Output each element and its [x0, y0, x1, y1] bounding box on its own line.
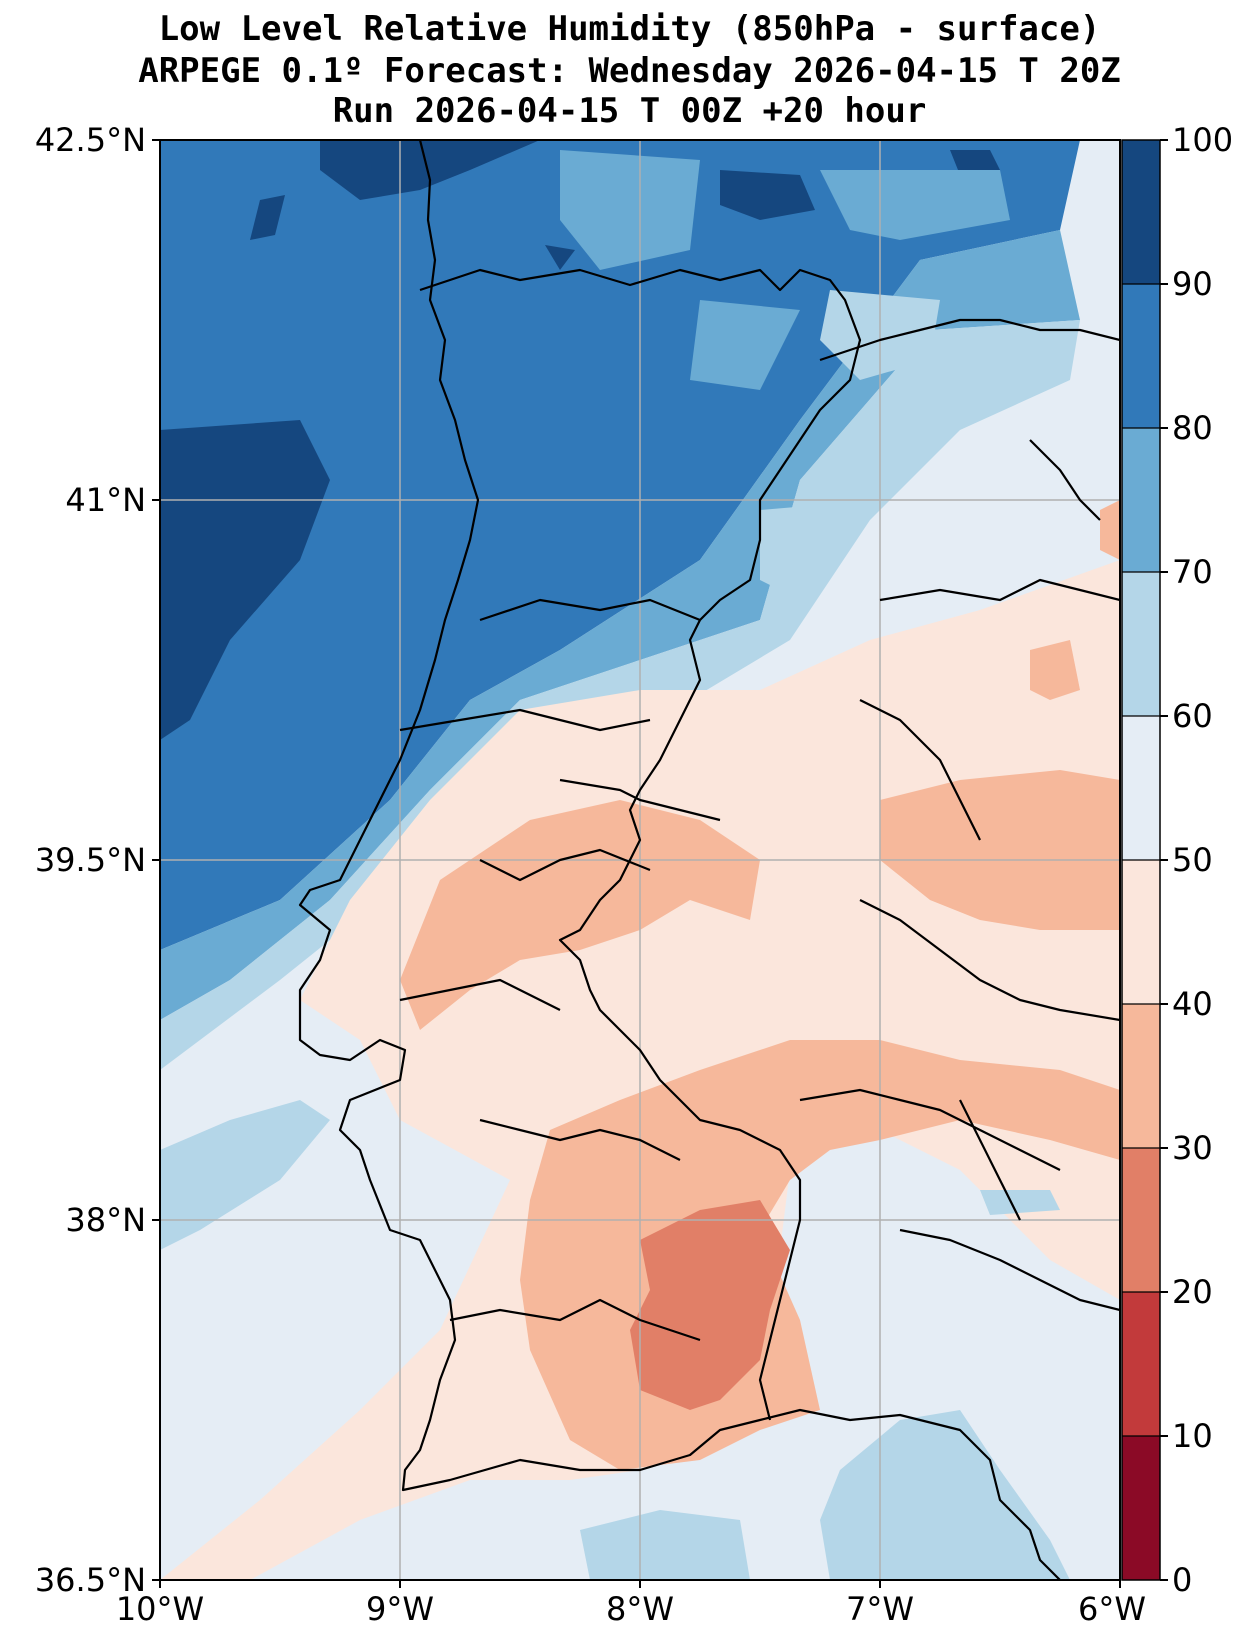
lat-label-39-5: 39.5°N: [35, 841, 146, 879]
rh-20-30-core: [630, 1200, 790, 1410]
axis-ticks: [152, 139, 1121, 1588]
title-line-3: Run 2026-04-15 T 00Z +20 hour: [332, 91, 927, 131]
colorbar-tick-label: 70: [1172, 553, 1213, 591]
lon-label-8w: 8°W: [606, 1590, 674, 1628]
map-plot-area: [160, 140, 1120, 1580]
lat-label-36-5: 36.5°N: [35, 1561, 146, 1599]
colorbar-segment: [1122, 1148, 1160, 1293]
rh-70-80-band: [160, 230, 1080, 1020]
colorbar-tick-label: 30: [1172, 1129, 1213, 1167]
colorbar-segment: [1122, 1004, 1160, 1149]
colorbar-segment: [1122, 1436, 1160, 1581]
colorbar-segment: [1122, 860, 1160, 1005]
latitude-labels: 42.5°N 41°N 39.5°N 38°N 36.5°N: [35, 121, 146, 1599]
lon-label-10w: 10°W: [116, 1590, 204, 1628]
colorbar: 0 10 20 30 40 50 60 70 80 90 100: [1121, 121, 1233, 1599]
colorbar-tick-label: 0: [1172, 1561, 1192, 1599]
colorbar-tick-label: 10: [1172, 1417, 1213, 1455]
colorbar-segment: [1122, 140, 1160, 285]
rh-30-40-west: [400, 800, 760, 1030]
colorbar-segment: [1122, 716, 1160, 861]
colorbar-tick-label: 100: [1172, 121, 1233, 159]
colorbar-segment: [1122, 572, 1160, 717]
colorbar-tick-label: 60: [1172, 697, 1213, 735]
colorbar-tick-label: 90: [1172, 265, 1213, 303]
coastline-and-borders: [298, 140, 1120, 1580]
border-spain-portugal: [419, 268, 862, 1421]
lon-label-9w: 9°W: [366, 1590, 434, 1628]
colorbar-tick-label: 40: [1172, 985, 1213, 1023]
lat-label-42-5: 42.5°N: [35, 121, 146, 159]
colorbar-tick-label: 20: [1172, 1273, 1213, 1311]
lat-label-41: 41°N: [65, 481, 146, 519]
lon-label-6w: 6°W: [1078, 1590, 1146, 1628]
colorbar-tick-label: 50: [1172, 841, 1213, 879]
graticule: [160, 140, 1120, 1580]
colorbar-segment: [1122, 428, 1160, 573]
longitude-labels: 10°W 9°W 8°W 7°W 6°W: [116, 1590, 1146, 1628]
title-line-1: Low Level Relative Humidity (850hPa - su…: [158, 9, 1101, 49]
coastline: [298, 140, 1061, 1580]
rh-30-40-east: [880, 770, 1120, 930]
colorbar-segment: [1122, 284, 1160, 429]
colorbar-segment: [1122, 1292, 1160, 1437]
lon-label-7w: 7°W: [846, 1590, 914, 1628]
colorbar-tick-label: 80: [1172, 409, 1213, 447]
lat-label-38: 38°N: [65, 1201, 146, 1239]
title-line-2: ARPEGE 0.1º Forecast: Wednesday 2026-04-…: [138, 51, 1121, 91]
rh-90-100-north: [320, 140, 540, 200]
